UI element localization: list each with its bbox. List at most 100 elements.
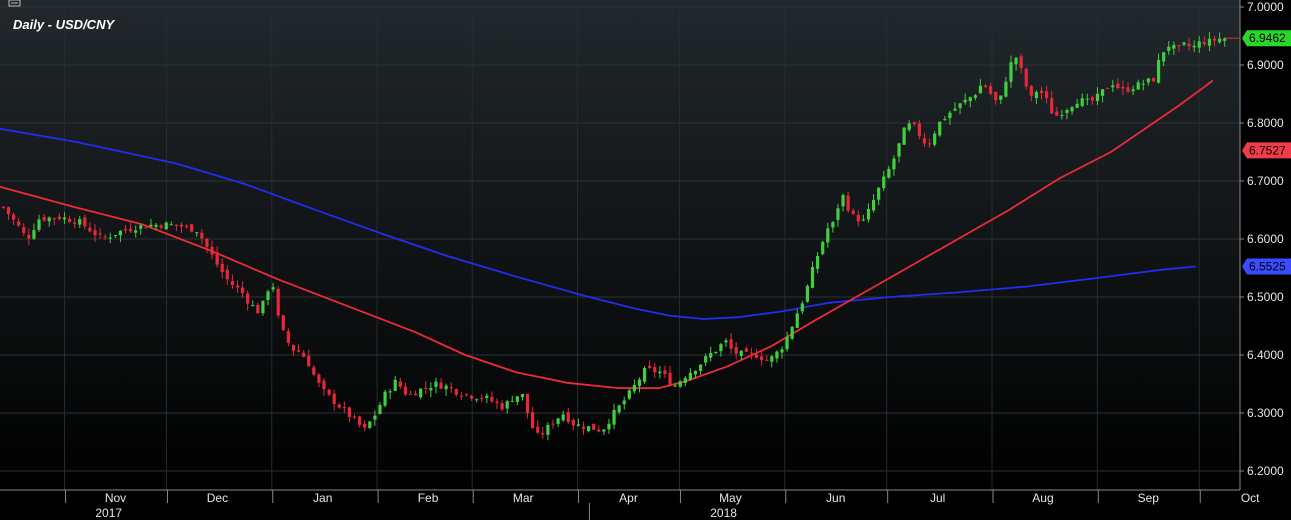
candle-body <box>1004 82 1007 97</box>
candle-body <box>256 305 259 313</box>
candle-body <box>653 367 656 372</box>
candle-body <box>1025 69 1028 86</box>
y-tick-label: 6.8000 <box>1247 116 1284 130</box>
candle-body <box>679 381 682 386</box>
candle-body <box>506 401 509 408</box>
candle-body <box>129 229 132 231</box>
candle-body <box>1208 39 1211 46</box>
candle-body <box>897 143 900 156</box>
candle-body <box>531 412 534 428</box>
candle-body <box>312 367 315 374</box>
ma-blue-tag-label: 6.5525 <box>1249 260 1286 274</box>
candle-body <box>48 217 51 221</box>
candle-body <box>307 356 310 366</box>
candle-body <box>445 386 448 390</box>
candle-body <box>592 424 595 430</box>
y-tick-label: 7.0000 <box>1247 0 1284 14</box>
candle-body <box>908 123 911 130</box>
candle-body <box>847 196 850 211</box>
candle-body <box>750 353 753 354</box>
candle-body <box>684 378 687 383</box>
candle-body <box>663 370 666 374</box>
candle-body <box>1203 42 1206 44</box>
candle-body <box>887 169 890 178</box>
candle-body <box>775 352 778 359</box>
candle-body <box>994 92 997 100</box>
candle-body <box>1172 45 1175 49</box>
candle-body <box>709 353 712 358</box>
plot-background <box>0 0 1240 490</box>
candle-body <box>2 207 5 208</box>
candle-body <box>501 403 504 409</box>
candle-body <box>333 394 336 404</box>
candle-body <box>149 225 152 227</box>
candle-body <box>37 219 40 230</box>
candle-body <box>368 422 371 428</box>
candle-body <box>979 86 982 94</box>
candle-body <box>434 382 437 387</box>
candle-body <box>1040 91 1043 93</box>
candle-body <box>1152 78 1155 81</box>
candle-body <box>88 228 91 232</box>
candle-body <box>953 109 956 111</box>
candle-body <box>251 305 254 306</box>
x-month-label: Oct <box>1241 491 1260 505</box>
candle-body <box>27 235 30 239</box>
chart-title: Daily - USD/CNY <box>13 17 115 32</box>
candle-body <box>226 270 229 279</box>
candle-body <box>43 217 46 220</box>
candle-body <box>1014 58 1017 64</box>
candle-body <box>928 143 931 144</box>
y-tick-label: 6.5000 <box>1247 290 1284 304</box>
ma-red-tag: 6.7527 <box>1242 142 1291 158</box>
last-price-tag: 6.9462 <box>1242 30 1291 46</box>
candle-body <box>399 381 402 386</box>
candle-body <box>292 345 295 351</box>
candle-body <box>383 392 386 406</box>
candle-body <box>455 389 458 394</box>
candle-body <box>1193 46 1196 47</box>
candle-body <box>109 238 112 239</box>
candle-body <box>857 215 860 222</box>
x-month-label: Aug <box>1032 491 1053 505</box>
candle-body <box>714 352 717 353</box>
candle-body <box>958 103 961 108</box>
candle-body <box>343 407 346 408</box>
candle-body <box>1020 56 1023 67</box>
candle-body <box>628 390 631 398</box>
candle-body <box>556 418 559 424</box>
candle-body <box>862 219 865 220</box>
candle-body <box>1142 84 1145 85</box>
candle-body <box>190 224 193 232</box>
candle-body <box>572 420 575 425</box>
candle-body <box>719 344 722 351</box>
candle-body <box>602 430 605 432</box>
candle-body <box>1213 39 1216 41</box>
candle-body <box>836 208 839 220</box>
candle-body <box>68 219 71 222</box>
candle-body <box>277 289 280 316</box>
candle-body <box>221 264 224 272</box>
candle-body <box>984 86 987 87</box>
candle-body <box>1116 84 1119 88</box>
candle-body <box>114 235 117 236</box>
candle-body <box>1121 87 1124 89</box>
candle-body <box>241 288 244 293</box>
candle-body <box>1187 44 1190 46</box>
candle-body <box>516 396 519 402</box>
candle-body <box>607 424 610 430</box>
candle-body <box>104 236 107 237</box>
candle-body <box>933 134 936 145</box>
x-year-label: 2017 <box>95 506 122 520</box>
candle-body <box>831 222 834 228</box>
candle-body <box>633 385 636 391</box>
y-tick-label: 6.2000 <box>1247 464 1284 478</box>
candle-body <box>1096 94 1099 101</box>
candle-body <box>1086 99 1089 100</box>
candle-body <box>302 353 305 357</box>
candle-body <box>195 232 198 233</box>
candle-body <box>378 405 381 414</box>
candle-body <box>852 210 855 214</box>
candle-body <box>261 301 264 313</box>
candle-body <box>1076 104 1079 108</box>
